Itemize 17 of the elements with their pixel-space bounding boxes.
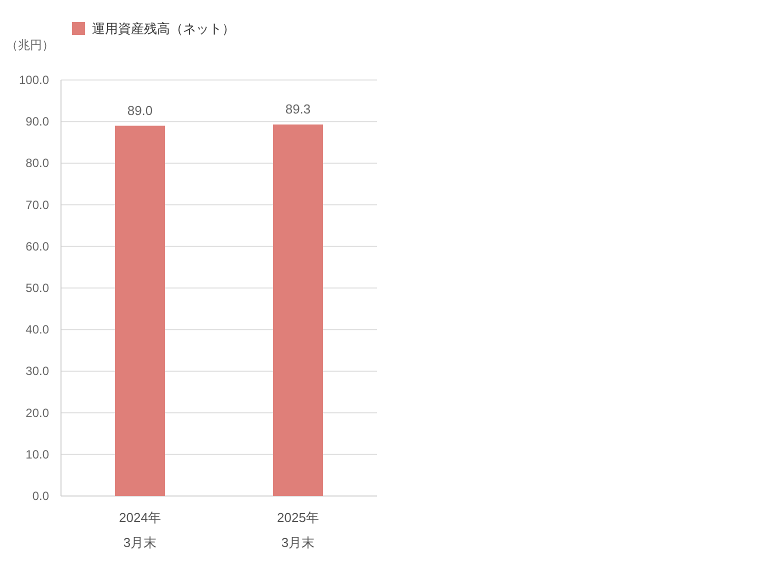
y-tick-label: 0.0 [32, 489, 50, 503]
y-tick-label: 40.0 [26, 322, 50, 337]
y-tick-label: 30.0 [26, 364, 50, 378]
y-tick-label: 80.0 [26, 156, 50, 170]
y-tick-label: 10.0 [26, 447, 50, 462]
y-tick-label: 50.0 [26, 281, 50, 295]
data-label: 89.0 [127, 102, 153, 118]
y-tick-label: 20.0 [26, 406, 50, 420]
data-label: 89.3 [285, 102, 311, 117]
y-tick-label: 70.0 [26, 198, 50, 212]
legend-label: 運用資産残高（ネット） [92, 21, 235, 36]
y-tick-label: 90.0 [26, 114, 50, 129]
y-axis-title: （兆円） [6, 38, 54, 52]
x-tick-label: 2025年 3月末 [277, 510, 319, 550]
y-tick-label: 100.0 [18, 73, 50, 87]
x-tick-label: 2024年 3月末 [119, 510, 161, 550]
y-tick-label: 60.0 [26, 239, 50, 254]
